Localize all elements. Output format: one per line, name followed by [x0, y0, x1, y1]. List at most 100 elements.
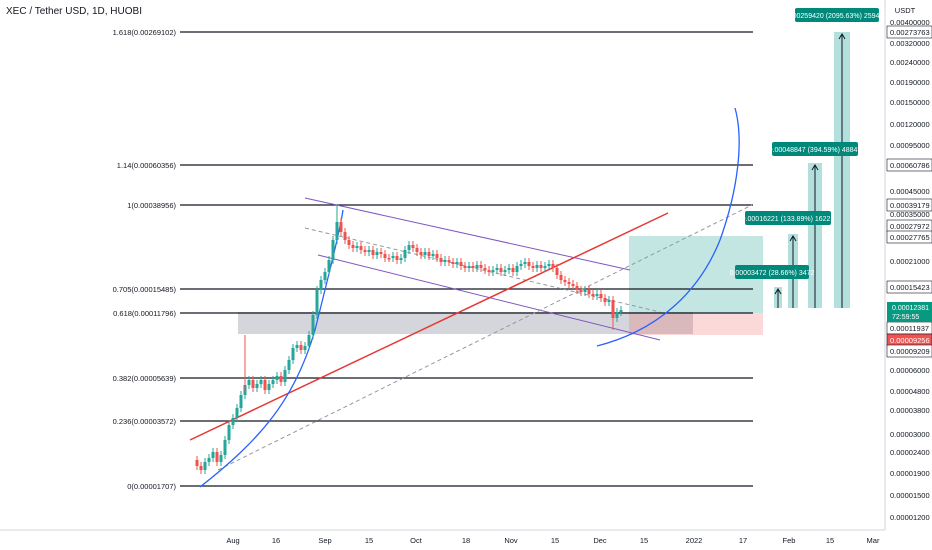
measure-label-box	[795, 8, 879, 22]
candle-body	[595, 294, 599, 296]
parabolic-curve-right[interactable]	[596, 107, 740, 347]
candle-body	[263, 380, 267, 390]
candle-body	[543, 266, 547, 268]
price-tick-label: 0.00190000	[890, 78, 930, 87]
current-price-label: 0.00012381	[892, 305, 929, 312]
measure-arrows	[774, 33, 846, 308]
candle-body	[575, 286, 579, 290]
price-tick-label: 0.00240000	[890, 58, 930, 67]
fib-level-label: 0.382(0.00005639)	[113, 374, 177, 383]
candle-body	[355, 246, 359, 248]
candle-body	[395, 256, 399, 260]
measure-label-text: 0.00048847 (394.59%) 48847	[769, 147, 862, 154]
candle-body	[239, 395, 243, 408]
candle-body	[215, 452, 219, 462]
candle-body	[499, 268, 503, 272]
candle-body	[607, 300, 611, 302]
price-tick-label: 0.00035000	[890, 210, 930, 219]
time-tick-label: 17	[739, 536, 747, 545]
price-axis-marker-label: 0.00039179	[890, 201, 930, 210]
candle-body	[255, 384, 259, 388]
candle-body	[407, 245, 411, 250]
time-tick-label: 15	[640, 536, 648, 545]
price-axis[interactable]: 0.00400000 0.00320000 0.00240000 0.00190000…	[890, 18, 930, 522]
measure-label-box	[772, 142, 858, 156]
channel-upper-line[interactable]	[304, 197, 631, 271]
candle-body	[467, 266, 471, 268]
candlestick-series[interactable]	[195, 205, 623, 474]
candle-body	[583, 290, 587, 292]
price-tick-label: 0.00095000	[890, 141, 930, 150]
price-tick-label: 0.00021000	[890, 257, 930, 266]
candle-body	[379, 252, 383, 254]
time-axis[interactable]: Aug 16 Sep 15 Oct 18 Nov 15 Dec 15 2022 17 Feb 15 Mar	[226, 536, 880, 545]
measure-label-text: 0.00016221 (133.89%) 16221	[742, 216, 835, 223]
candle-body	[311, 315, 315, 335]
candle-body	[491, 270, 495, 272]
candle-body	[303, 346, 307, 350]
price-axis-marker-label: 0.00027972	[890, 222, 930, 231]
dashed-trendline[interactable]	[217, 204, 753, 471]
candle-body	[483, 268, 487, 270]
price-tick-label: 0.00002400	[890, 448, 930, 457]
symbol-title: XEC / Tether USD, 1D, HUOBI	[6, 6, 142, 17]
candle-body	[423, 252, 427, 255]
fib-level-label: 1.618(0.00269102)	[113, 28, 177, 37]
candle-body	[427, 252, 431, 256]
time-tick-label: Feb	[783, 536, 796, 545]
candle-body	[283, 370, 287, 382]
fib-level-label: 1.14(0.00060356)	[117, 161, 177, 170]
price-axis-marker	[886, 344, 932, 358]
candle-body	[439, 258, 443, 262]
red-trendline[interactable]	[189, 212, 669, 441]
measure-arrowhead	[838, 33, 846, 40]
candle-body	[375, 252, 379, 255]
price-axis-marker-label: 0.00015423	[890, 283, 930, 292]
candle-body	[231, 418, 235, 425]
price-axis-marker-label: 0.00027765	[890, 233, 930, 242]
price-axis-marker-label: 0.00060786	[890, 161, 930, 170]
long-position-stop-zone[interactable]	[629, 313, 763, 335]
candle-body	[359, 246, 363, 250]
candle-body	[527, 262, 531, 266]
fib-level-label: 0.705(0.00015485)	[113, 285, 177, 294]
candle-body	[559, 275, 563, 280]
candle-body	[599, 294, 603, 298]
candle-body	[211, 452, 215, 458]
candle-body	[411, 245, 415, 248]
time-tick-label: 15	[551, 536, 559, 545]
candle-body	[475, 265, 479, 268]
measure-labels: 0.00259420 (2095.63%) 259420 0.00048847 (…	[730, 8, 887, 279]
candle-body	[247, 380, 251, 385]
candle-body	[519, 264, 523, 266]
candle-body	[391, 256, 395, 258]
time-tick-label: Sep	[318, 536, 331, 545]
price-tick-label: 0.00003800	[890, 406, 930, 415]
time-tick-label: Nov	[504, 536, 518, 545]
price-tick-label: 0.00150000	[890, 98, 930, 107]
support-zone[interactable]	[238, 312, 693, 334]
candle-body	[383, 254, 387, 258]
time-tick-label: Oct	[410, 536, 423, 545]
price-axis-marker-label: 0.00011937	[890, 324, 929, 333]
time-tick-label: 15	[365, 536, 373, 545]
candle-body	[403, 250, 407, 258]
candle-body	[291, 348, 295, 360]
fib-level-label: 0(0.00001707)	[127, 482, 176, 491]
candle-body	[287, 360, 291, 370]
candle-body	[619, 310, 623, 312]
candle-body	[455, 262, 459, 264]
price-axis-marker-label: 0.00009256	[890, 336, 930, 345]
fib-level-label: 1(0.00038956)	[127, 201, 176, 210]
price-tick-label: 0.00045000	[890, 187, 930, 196]
price-tick-label: 0.00004800	[890, 387, 930, 396]
candle-body	[539, 265, 543, 268]
candle-body	[315, 290, 319, 315]
candle-body	[579, 290, 583, 292]
candle-body	[503, 270, 507, 272]
candle-body	[523, 262, 527, 264]
time-tick-label: Aug	[226, 536, 239, 545]
candle-body	[571, 284, 575, 286]
measure-label-box	[735, 265, 809, 279]
